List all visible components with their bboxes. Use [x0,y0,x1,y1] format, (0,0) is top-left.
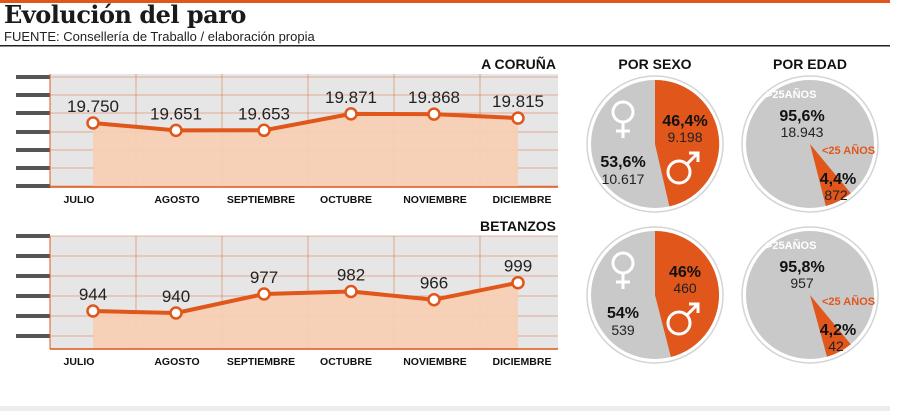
top-rule [0,0,890,3]
chart-2-tick-label: AGOSTO [154,356,199,368]
pie-edad-1-title: POR EDAD [773,56,847,72]
pie-edad-1-slice-young [810,144,851,206]
pie-sexo-2-female-count: 539 [611,322,635,338]
pie-edad-2-younger-label: <25 AÑOS [822,295,875,308]
source-note: FUENTE: Consellería de Traballo / elabor… [4,29,315,44]
chart-1-tick-label: SEPTIEMBRE [227,194,295,206]
pie-edad-2-older-percent: 95,8% [779,259,824,276]
pie-sexo-2-male-icon-arrow [685,302,700,317]
chart-2-title: BETANZOS [480,218,556,234]
chart-2-value-label: 977 [250,268,278,287]
pie-sexo-2-male-icon-head [689,302,700,313]
chart-1-point [169,123,183,138]
chart-2-value-label: 999 [504,257,532,276]
chart-2-tick-label: SEPTIEMBRE [227,356,295,368]
chart-2-point [257,287,271,301]
pie-edad-2-older-count: 957 [790,275,814,291]
chart-2-value-label: 940 [162,287,190,306]
chart-1-value-label: 19.653 [238,104,290,123]
chart-2-axis-tick [16,314,50,318]
chart-1-tick-label: JULIO [64,194,95,206]
chart-2-tick-label: NOVIEMBRE [403,356,467,368]
pie-edad-1-older-percent: 95,6% [779,108,824,125]
pie-edad-2-younger-percent: 4,2% [820,322,856,339]
pie-sexo-1-female-count: 10.617 [602,171,645,187]
pie-edad-1-older-count: 18.943 [781,124,824,140]
chart-1-title: A CORUÑA [481,55,556,72]
chart-1-tick-label: AGOSTO [154,194,199,206]
chart-2-value-label: 982 [337,266,365,285]
pie-sexo-2-slice-male [655,230,720,357]
chart-1-axis-tick [16,111,50,115]
chart-2-axis-tick [16,294,50,298]
pie-edad-2-slice-young [810,295,851,357]
pie-sexo-1-male-percent: 46,4% [662,113,707,130]
pie-edad-1-younger-count: 872 [824,187,848,203]
chart-1-axis-tick [16,166,50,170]
header-rule [0,45,890,47]
pie-edad-1-younger-percent: 4,4% [820,171,856,188]
page-title: Evolución del paro [4,0,246,29]
pie-sexo-1-male-icon-head [689,151,700,162]
chart-1-series-line [92,111,519,133]
chart-1-axis-tick [16,93,50,97]
chart-2-tick-label: JULIO [64,356,95,368]
chart-1-point [511,111,525,125]
pie-edad-1-older-label: >25AÑOS [766,88,816,101]
pie-sexo-2-male-count: 460 [673,280,697,296]
chart-2-axis-tick [16,334,50,338]
pie-sexo-2-male-percent: 46% [669,264,701,281]
chart-1-tick-label: NOVIEMBRE [403,194,467,206]
pie-sexo-2-female-percent: 54% [607,305,639,322]
chart-2-value-label: 944 [79,285,107,304]
chart-1-point [344,107,358,121]
chart-2-axis-tick [16,274,50,278]
chart-2-point [427,292,441,307]
chart-2-point [511,275,525,290]
chart-1-axis-tick [16,75,50,79]
chart-2-point [169,306,183,320]
chart-1-tick-label: DICIEMBRE [493,194,552,206]
pie-sexo-1-male-icon [666,159,692,185]
pie-edad-2-older-label: >25AÑOS [766,239,816,252]
pie-sexo-1-title: POR SEXO [618,56,691,72]
chart-1-axis-tick [16,184,50,188]
chart-1-point [86,116,100,130]
chart-2-axis-tick [16,254,50,258]
chart-2-value-label: 966 [420,274,448,293]
chart-2-series-line [92,280,519,315]
chart-1-value-label: 19.750 [67,97,119,116]
chart-2-tick-label: DICIEMBRE [493,356,552,368]
chart-2-point [344,284,358,299]
chart-1-value-label: 19.868 [408,88,460,107]
chart-1-axis-tick [16,130,50,134]
pie-edad-2-title: POR EDAD [773,0,847,3]
bottom-band [0,406,890,411]
pie-sexo-1-slice-male [655,79,720,207]
pie-sexo-2-title: POR SEXO [618,0,691,3]
pie-edad-2-younger-count: 42 [828,338,844,354]
chart-1-point [427,107,441,121]
chart-2-tick-label: OCTUBRE [320,356,372,368]
chart-1-tick-label: OCTUBRE [320,194,372,206]
chart-1-value-label: 19.815 [492,92,544,111]
chart-1-value-label: 19.651 [150,104,202,123]
pie-sexo-1-male-icon-arrow [685,151,700,166]
chart-2-point [86,304,100,318]
pie-sexo-1-male-count: 9.198 [667,129,702,145]
pie-edad-1-younger-label: <25 AÑOS [822,144,875,157]
chart-1-axis-tick [16,148,50,152]
pie-sexo-2-male-icon [666,310,692,336]
chart-1-value-label: 19.871 [325,88,377,107]
pie-sexo-1-female-percent: 53,6% [600,154,645,171]
chart-2-axis-tick [16,234,50,238]
chart-1-point [257,123,271,138]
